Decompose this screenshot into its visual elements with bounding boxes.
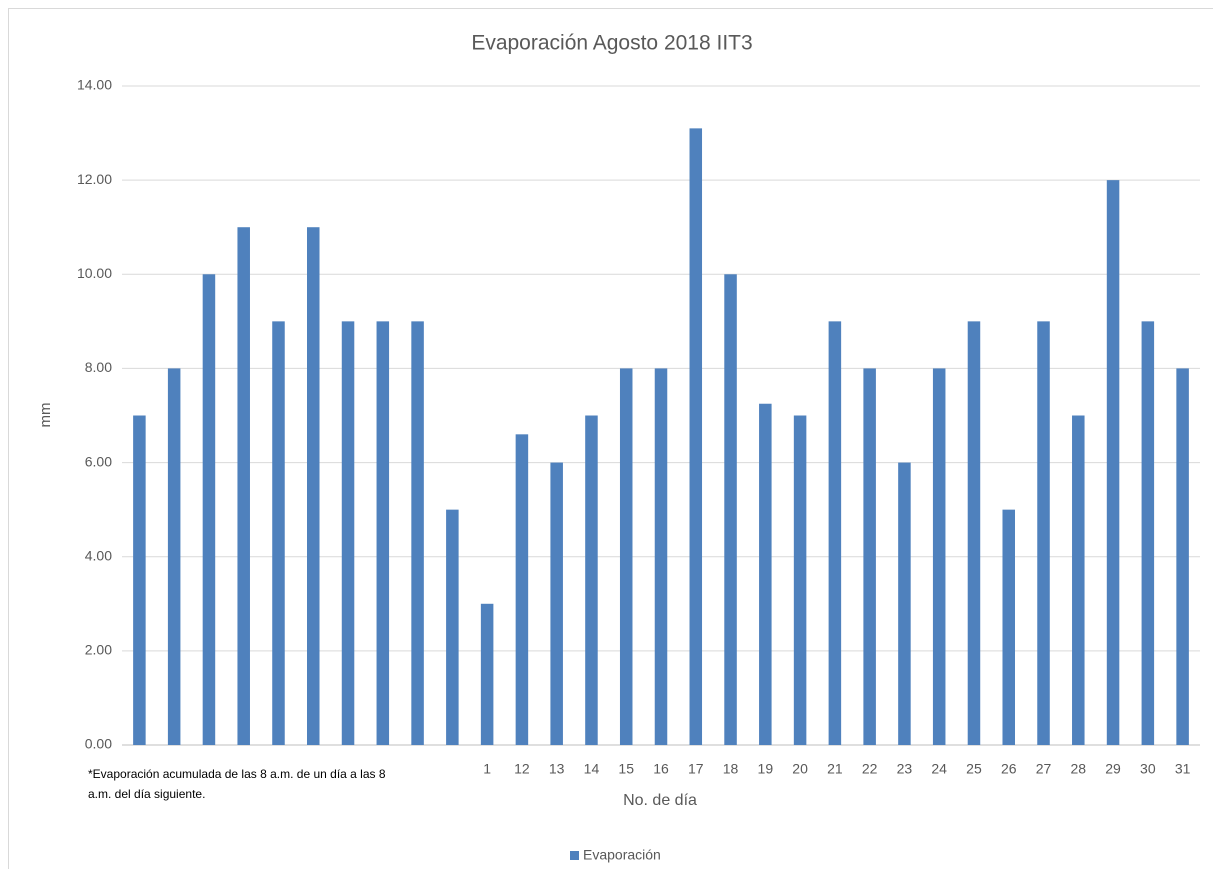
bar bbox=[341, 321, 355, 745]
bar bbox=[585, 415, 598, 745]
x-tick-label: 16 bbox=[653, 761, 669, 777]
y-tick-label: 0.00 bbox=[85, 736, 112, 752]
bar bbox=[654, 368, 668, 745]
bar bbox=[932, 368, 946, 745]
bar bbox=[793, 415, 807, 745]
annotation: a.m. del día siguiente. bbox=[88, 787, 205, 801]
y-tick-label: 14.00 bbox=[77, 77, 112, 93]
y-tick-label: 12.00 bbox=[77, 171, 112, 187]
bar bbox=[411, 321, 424, 745]
x-tick-label: 25 bbox=[966, 761, 982, 777]
bar bbox=[237, 227, 250, 745]
x-tick-label: 17 bbox=[688, 761, 704, 777]
x-tick-label: 19 bbox=[758, 761, 774, 777]
y-axis-label: mm bbox=[37, 403, 54, 428]
x-tick-label: 31 bbox=[1175, 761, 1191, 777]
bar bbox=[202, 274, 216, 745]
bar bbox=[133, 415, 146, 745]
chart-title: Evaporación Agosto 2018 IIT3 bbox=[471, 32, 752, 55]
x-tick-label: 30 bbox=[1140, 761, 1156, 777]
bar bbox=[167, 368, 181, 745]
x-tick-label: 26 bbox=[1001, 761, 1017, 777]
bar bbox=[759, 403, 772, 745]
bar bbox=[480, 603, 494, 745]
bar bbox=[828, 321, 842, 745]
y-tick-label: 6.00 bbox=[85, 453, 112, 469]
bar bbox=[689, 128, 703, 746]
bar bbox=[619, 368, 633, 745]
x-tick-label: 23 bbox=[897, 761, 913, 777]
x-tick-label: 15 bbox=[618, 761, 634, 777]
bar bbox=[446, 509, 459, 745]
bar bbox=[1002, 509, 1016, 745]
x-tick-label: 28 bbox=[1071, 761, 1087, 777]
x-axis-label: No. de día bbox=[623, 792, 697, 809]
x-tick-label: 22 bbox=[862, 761, 878, 777]
bar bbox=[1037, 321, 1050, 745]
y-tick-label: 2.00 bbox=[85, 642, 112, 658]
bar bbox=[1176, 368, 1189, 745]
bar bbox=[967, 321, 981, 745]
bar bbox=[1106, 180, 1120, 746]
x-tick-label: 18 bbox=[723, 761, 739, 777]
legend-label: Evaporación bbox=[583, 847, 661, 863]
bar bbox=[898, 462, 911, 745]
bar bbox=[1141, 321, 1155, 745]
x-tick-label: 24 bbox=[931, 761, 947, 777]
bar bbox=[1072, 415, 1085, 745]
bar bbox=[863, 368, 876, 745]
annotation: *Evaporación acumulada de las 8 a.m. de … bbox=[88, 767, 386, 781]
chart-border bbox=[8, 8, 1213, 869]
bar bbox=[724, 274, 737, 745]
y-tick-label: 10.00 bbox=[77, 265, 112, 281]
bar bbox=[376, 321, 390, 745]
x-tick-label: 14 bbox=[584, 761, 600, 777]
y-tick-label: 4.00 bbox=[85, 547, 112, 563]
legend-swatch bbox=[570, 851, 579, 860]
bar bbox=[272, 321, 285, 745]
bar bbox=[306, 227, 320, 745]
x-tick-label: 21 bbox=[827, 761, 843, 777]
bar bbox=[515, 434, 529, 745]
x-tick-label: 20 bbox=[792, 761, 808, 777]
bar bbox=[550, 462, 563, 745]
y-tick-label: 8.00 bbox=[85, 359, 112, 375]
x-tick-label: 1 bbox=[483, 761, 491, 777]
x-tick-label: 29 bbox=[1105, 761, 1121, 777]
x-tick-label: 27 bbox=[1036, 761, 1052, 777]
x-tick-label: 12 bbox=[514, 761, 530, 777]
x-tick-label: 13 bbox=[549, 761, 565, 777]
